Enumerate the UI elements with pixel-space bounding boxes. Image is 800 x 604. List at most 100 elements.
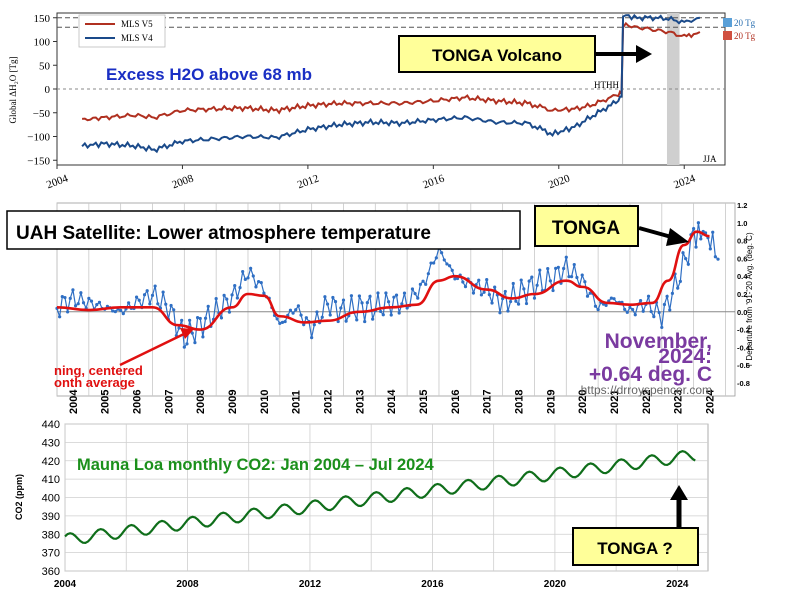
uah-point bbox=[225, 297, 229, 301]
uah-point bbox=[477, 278, 481, 282]
uah-point bbox=[198, 316, 202, 321]
uah-point bbox=[662, 302, 667, 307]
uah-point bbox=[548, 279, 552, 283]
uah-point bbox=[153, 284, 157, 288]
h2o-ytick-label: −50 bbox=[33, 108, 51, 120]
uah-point bbox=[699, 237, 703, 241]
uah-point bbox=[246, 276, 250, 280]
co2-xtick-label: 2024 bbox=[666, 579, 689, 590]
uah-point bbox=[713, 255, 717, 259]
uah-ytick-label: 1.2 bbox=[737, 201, 747, 210]
uah-point bbox=[479, 293, 484, 297]
uah-point bbox=[145, 289, 149, 293]
uah-point bbox=[416, 296, 420, 300]
uah-point bbox=[379, 309, 383, 314]
annot-line-2: 2024: bbox=[658, 345, 712, 368]
series-mls-v5 bbox=[82, 21, 701, 122]
h2o-xtick-label: 2012 bbox=[296, 173, 321, 192]
uah-point bbox=[137, 298, 141, 302]
uah-point bbox=[588, 291, 592, 295]
uah-point bbox=[325, 302, 330, 306]
series-mls-v4 bbox=[81, 13, 701, 154]
co2-ytick-label: 400 bbox=[42, 493, 60, 505]
uah-point bbox=[203, 316, 208, 320]
uah-point bbox=[498, 311, 502, 315]
uah-point bbox=[490, 301, 494, 305]
uah-point bbox=[676, 286, 680, 290]
uah-point bbox=[344, 319, 348, 323]
running-average-annotation: ning, centered onth average bbox=[54, 328, 194, 390]
uah-point bbox=[249, 266, 253, 271]
uah-point bbox=[511, 281, 515, 286]
uah-point bbox=[294, 308, 298, 312]
series-co2 bbox=[64, 450, 696, 545]
uah-point bbox=[339, 306, 343, 310]
callout-text: TONGA bbox=[552, 218, 621, 239]
uah-point bbox=[397, 311, 401, 315]
uah-point bbox=[514, 299, 518, 303]
uah-point bbox=[280, 320, 285, 324]
uah-point bbox=[323, 295, 327, 299]
series-uah-running-average bbox=[56, 230, 710, 331]
co2-title: Mauna Loa monthly CO2: Jan 2004 – Jul 20… bbox=[77, 456, 435, 474]
uah-point bbox=[551, 288, 555, 293]
uah-point bbox=[413, 292, 417, 296]
uah-xtick-label: 2022 bbox=[641, 390, 653, 414]
h2o-plot-frame bbox=[56, 12, 726, 166]
uah-point bbox=[493, 285, 497, 289]
uah-point bbox=[421, 279, 425, 283]
uah-xtick-label: 2012 bbox=[323, 390, 335, 414]
uah-point bbox=[278, 321, 282, 325]
uah-point bbox=[66, 310, 70, 314]
uah-point bbox=[485, 278, 489, 282]
uah-xtick-label: 2007 bbox=[163, 390, 175, 414]
uah-point bbox=[665, 294, 669, 298]
uah-point bbox=[304, 316, 308, 320]
uah-point bbox=[180, 318, 184, 322]
uah-xtick-label: 2013 bbox=[354, 390, 366, 414]
jja-label: JJA bbox=[703, 154, 717, 164]
uah-point bbox=[299, 313, 303, 317]
h2o-xtick-label: 2008 bbox=[170, 172, 195, 191]
annot-arrow-shaft bbox=[119, 331, 187, 367]
callout-box bbox=[572, 527, 699, 566]
co2-ytick-label: 380 bbox=[42, 529, 60, 541]
uah-point bbox=[668, 308, 672, 312]
uah-point bbox=[463, 285, 468, 289]
uah-point bbox=[708, 247, 712, 251]
h2o-xtick-label: 2020 bbox=[547, 172, 572, 191]
uah-point bbox=[482, 290, 486, 294]
uah-xtick-label: 2019 bbox=[545, 390, 557, 414]
uah-point bbox=[609, 296, 613, 300]
uah-point bbox=[357, 294, 361, 298]
h2o-ytick-label: 100 bbox=[34, 37, 51, 49]
uah-point bbox=[320, 315, 324, 319]
uah-point bbox=[678, 279, 682, 284]
uah-point bbox=[251, 274, 255, 278]
uah-ytick-label: 0.4 bbox=[737, 272, 748, 281]
co2-xtick-label: 2020 bbox=[544, 579, 567, 590]
co2-xtick-label: 2012 bbox=[299, 579, 322, 590]
scale-labels: 20 Tg 20 Tg bbox=[723, 18, 756, 41]
uah-point bbox=[670, 291, 674, 295]
co2-ytick-label: 390 bbox=[42, 511, 60, 523]
uah-point bbox=[646, 294, 651, 298]
uah-point bbox=[546, 267, 550, 271]
co2-ytick-label: 420 bbox=[42, 456, 60, 468]
uah-point bbox=[254, 285, 258, 289]
uah-point bbox=[684, 257, 688, 261]
uah-point bbox=[169, 303, 173, 308]
scale-label-red: 20 Tg bbox=[734, 31, 756, 41]
legend-box bbox=[78, 14, 166, 48]
uah-point bbox=[575, 275, 579, 280]
h2o-ytick-label: 0 bbox=[45, 84, 51, 96]
uah-point bbox=[633, 313, 637, 317]
uah-point bbox=[164, 302, 168, 306]
uah-xtick-label: 2015 bbox=[418, 390, 430, 414]
uah-point bbox=[296, 304, 300, 308]
uah-point bbox=[336, 319, 340, 324]
uah-ytick-label: -0.4 bbox=[737, 343, 751, 352]
uah-point bbox=[583, 280, 587, 284]
